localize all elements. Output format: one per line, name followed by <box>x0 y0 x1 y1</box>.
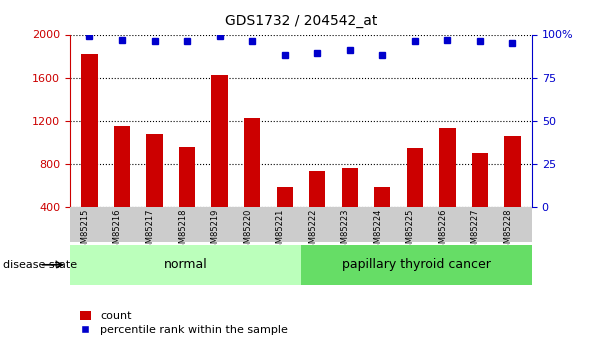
Text: papillary thyroid cancer: papillary thyroid cancer <box>342 258 491 271</box>
Text: GSM85221: GSM85221 <box>275 209 285 254</box>
Text: GSM85220: GSM85220 <box>243 209 252 254</box>
Bar <box>439 128 455 207</box>
Text: GSM85226: GSM85226 <box>438 209 447 254</box>
Bar <box>277 187 293 207</box>
Text: GSM85228: GSM85228 <box>503 209 513 254</box>
Bar <box>244 118 260 207</box>
Text: GDS1732 / 204542_at: GDS1732 / 204542_at <box>225 14 377 28</box>
Text: GSM85223: GSM85223 <box>340 209 350 254</box>
Bar <box>114 126 130 207</box>
Text: GSM85225: GSM85225 <box>406 209 415 254</box>
Text: GSM85216: GSM85216 <box>113 209 122 254</box>
Bar <box>301 245 532 285</box>
Text: GSM85222: GSM85222 <box>308 209 317 254</box>
Text: GSM85227: GSM85227 <box>471 209 480 254</box>
Bar <box>407 148 423 207</box>
Bar <box>374 187 390 207</box>
Bar <box>147 134 163 207</box>
Text: GSM85224: GSM85224 <box>373 209 382 254</box>
Text: GSM85219: GSM85219 <box>210 209 219 254</box>
Legend: count, percentile rank within the sample: count, percentile rank within the sample <box>75 306 292 339</box>
Bar <box>342 168 358 207</box>
Text: normal: normal <box>164 258 207 271</box>
Text: disease state: disease state <box>3 260 77 270</box>
Bar <box>212 76 228 207</box>
Bar <box>70 245 301 285</box>
Bar <box>505 136 520 207</box>
Bar <box>179 147 195 207</box>
Bar <box>81 54 97 207</box>
Text: GSM85218: GSM85218 <box>178 209 187 254</box>
Bar <box>472 153 488 207</box>
Text: GSM85215: GSM85215 <box>80 209 89 254</box>
Bar <box>309 171 325 207</box>
Text: GSM85217: GSM85217 <box>145 209 154 254</box>
